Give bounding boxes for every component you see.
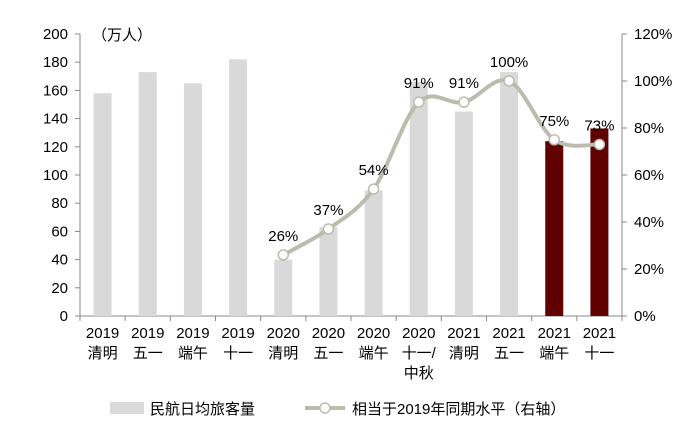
bar: [183, 83, 202, 316]
left-tick-label: 140: [43, 111, 68, 128]
x-tick-label: 十一: [223, 345, 253, 362]
data-label: 91%: [404, 75, 434, 92]
x-tick-label: 清明: [268, 345, 298, 362]
left-tick-label: 200: [43, 26, 68, 43]
bar: [500, 72, 519, 316]
x-tick-label: 2019: [221, 325, 254, 342]
bar: [545, 141, 564, 316]
line-point: [458, 96, 470, 108]
legend-line-marker: [319, 402, 331, 414]
bar: [274, 259, 293, 316]
line-point: [367, 183, 380, 195]
x-tick-label: 端午: [178, 345, 208, 362]
left-tick-label: 60: [51, 223, 68, 240]
left-tick-label: 180: [43, 54, 68, 71]
x-tick-label: 2021: [538, 325, 571, 342]
data-label: 26%: [268, 228, 298, 245]
line-point: [593, 138, 606, 151]
line-point: [413, 96, 425, 108]
bar: [590, 128, 609, 316]
x-tick-label: 清明: [449, 345, 479, 362]
data-label: 37%: [313, 202, 343, 219]
left-tick-label: 80: [51, 195, 68, 212]
x-tick-label: 十一/: [402, 345, 437, 362]
line-point: [277, 249, 289, 261]
data-label: 91%: [449, 75, 479, 92]
bar: [319, 227, 338, 316]
x-tick-label: 2020: [267, 325, 300, 342]
right-tick-label: 80%: [634, 120, 664, 137]
x-tick-label: 五一: [133, 345, 163, 362]
right-tick-label: 40%: [634, 214, 664, 231]
bar: [138, 72, 157, 316]
right-tick-label: 120%: [634, 26, 672, 43]
x-tick-label: 十一: [584, 345, 614, 362]
left-tick-label: 120: [43, 139, 68, 156]
x-tick-label: 2020: [402, 325, 435, 342]
data-label: 54%: [359, 162, 389, 179]
legend-bar-swatch: [110, 402, 144, 414]
x-tick-label: 中秋: [404, 365, 434, 382]
x-tick-label: 2019: [176, 325, 209, 342]
data-label: 75%: [539, 113, 569, 130]
right-tick-label: 20%: [634, 261, 664, 278]
left-tick-label: 40: [51, 252, 68, 269]
right-tick-label: 0%: [634, 308, 656, 325]
x-tick-label: 2020: [357, 325, 390, 342]
data-label: 73%: [584, 117, 614, 134]
x-tick-label: 清明: [88, 345, 118, 362]
x-tick-label: 端午: [539, 345, 569, 362]
bar: [364, 190, 383, 316]
right-tick-label: 100%: [634, 73, 672, 90]
left-tick-label: 100: [43, 167, 68, 184]
right-tick-label: 60%: [634, 167, 664, 184]
bar: [229, 59, 248, 316]
left-tick-label: 160: [43, 82, 68, 99]
line-point: [322, 223, 335, 235]
x-tick-label: 2021: [492, 325, 525, 342]
x-tick-label: 2021: [583, 325, 616, 342]
line-point: [548, 134, 560, 146]
x-tick-label: 端午: [359, 345, 389, 362]
bar: [93, 93, 112, 316]
legend-line-label: 相当于2019年同期水平（右轴）: [352, 401, 565, 418]
x-tick-label: 2020: [312, 325, 345, 342]
left-tick-label: 0: [60, 308, 68, 325]
line-series: [282, 77, 600, 257]
unit-label: （万人）: [92, 27, 152, 44]
data-label: 100%: [490, 54, 528, 71]
x-tick-label: 五一: [494, 345, 524, 362]
x-tick-label: 2019: [86, 325, 119, 342]
x-tick-label: 2019: [131, 325, 164, 342]
x-tick-label: 五一: [313, 345, 343, 362]
x-tick-label: 2021: [447, 325, 480, 342]
bar: [409, 81, 428, 316]
line-point: [503, 75, 515, 87]
left-tick-label: 20: [51, 280, 68, 297]
legend-bar-label: 民航日均旅客量: [150, 401, 255, 418]
bar: [454, 111, 473, 316]
